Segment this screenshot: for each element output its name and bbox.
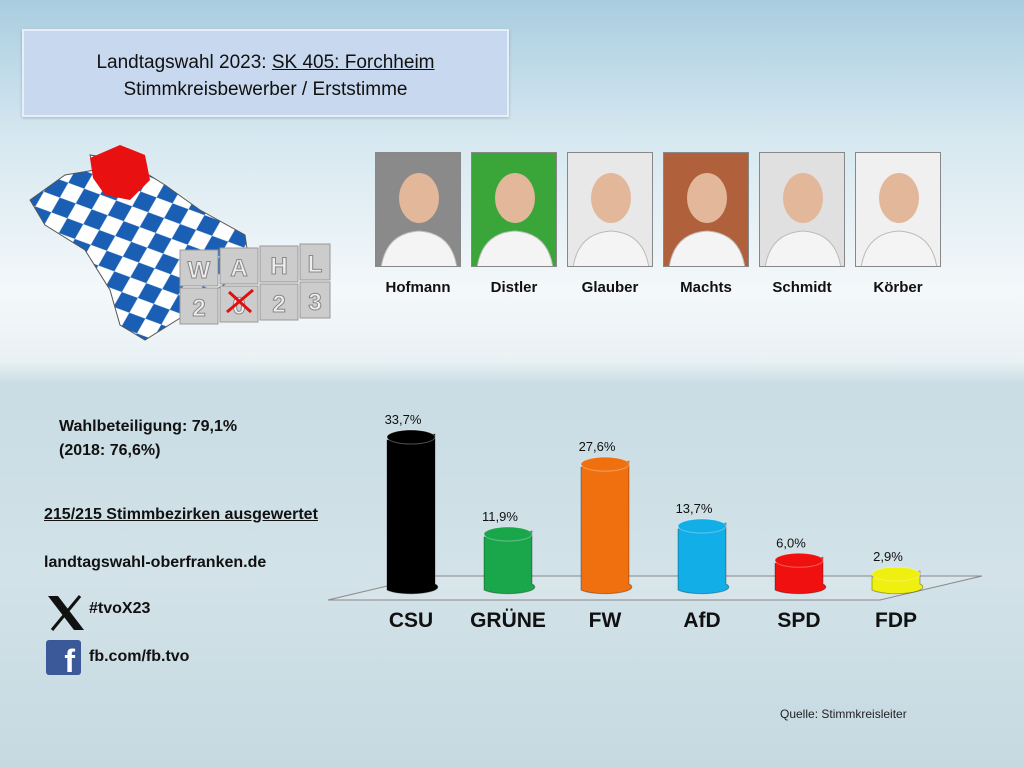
- category-label: GRÜNE: [470, 609, 546, 632]
- candidate-name: Machts: [680, 279, 732, 296]
- category-label: CSU: [389, 609, 433, 632]
- svg-text:A: A: [230, 255, 247, 282]
- counted-status: 215/215 Stimmbezirken ausgewertet: [44, 506, 318, 523]
- candidate-photo: [567, 152, 653, 267]
- bar-grüne: [483, 530, 536, 595]
- data-label: 2,9%: [873, 549, 903, 564]
- bar-top: [871, 566, 921, 582]
- candidate-name: Glauber: [581, 279, 639, 296]
- page-title: Landtagswahl 2023: SK 405: Forchheim: [96, 52, 435, 73]
- category-label: FDP: [875, 609, 917, 632]
- svg-text:2: 2: [272, 291, 285, 318]
- x-logo-icon: [48, 595, 84, 631]
- page-subtitle: Stimmkreisbewerber / Erststimme: [123, 79, 408, 100]
- candidate-photo: [471, 152, 557, 267]
- turnout-2018: (2018: 76,6%): [59, 442, 161, 459]
- bar-top: [677, 518, 727, 534]
- person-icon: [668, 173, 746, 266]
- candidate-photo: [375, 152, 461, 267]
- wahl-2023-cubes: W A H L 2 0 2 3: [179, 243, 331, 325]
- candidate-name: Distler: [490, 279, 538, 296]
- bar-afd: [677, 522, 730, 595]
- candidate-photo: [759, 152, 845, 267]
- svg-text:H: H: [270, 253, 287, 280]
- title-box: Landtagswahl 2023: SK 405: Forchheim Sti…: [22, 29, 509, 117]
- svg-text:3: 3: [308, 289, 321, 316]
- bar-top: [483, 526, 533, 542]
- category-label: SPD: [777, 609, 820, 632]
- facebook-link[interactable]: fb.com/fb.tvo: [89, 648, 190, 665]
- turnout: Wahlbeteiligung: 79,1%: [59, 418, 238, 435]
- data-label: 33,7%: [385, 412, 422, 427]
- candidate-photo: [663, 152, 749, 267]
- bar-fw: [580, 460, 633, 595]
- bar-top: [774, 552, 824, 568]
- person-icon: [860, 173, 938, 266]
- svg-text:2: 2: [192, 295, 205, 322]
- svg-text:W: W: [188, 257, 211, 284]
- category-label: FW: [589, 609, 622, 632]
- candidate-photo: [855, 152, 941, 267]
- website-link[interactable]: landtagswahl-oberfranken.de: [44, 554, 267, 571]
- data-label: 27,6%: [579, 439, 616, 454]
- data-label: 6,0%: [776, 535, 806, 550]
- candidate-name: Körber: [873, 279, 923, 296]
- candidate-name: Hofmann: [385, 279, 451, 296]
- category-label: AfD: [683, 609, 720, 632]
- person-icon: [764, 173, 842, 266]
- source-note: Quelle: Stimmkreisleiter: [780, 707, 907, 721]
- bar-csu: [386, 433, 439, 595]
- forchheim-highlight: [90, 145, 150, 200]
- twitter-hashtag[interactable]: #tvoX23: [89, 600, 151, 617]
- data-label: 13,7%: [676, 501, 713, 516]
- person-icon: [572, 173, 650, 266]
- bavaria-map-logo: W A H L 2 0 2 3: [29, 145, 331, 341]
- bar-top: [386, 429, 436, 445]
- person-icon: [476, 173, 554, 266]
- candidate-name: Schmidt: [772, 279, 832, 296]
- bar-top: [580, 456, 630, 472]
- stimmkreis-link[interactable]: SK 405: Forchheim: [271, 52, 435, 73]
- data-label: 11,9%: [482, 509, 518, 524]
- svg-text:L: L: [308, 251, 323, 278]
- facebook-icon: f: [46, 640, 81, 675]
- person-icon: [380, 173, 458, 266]
